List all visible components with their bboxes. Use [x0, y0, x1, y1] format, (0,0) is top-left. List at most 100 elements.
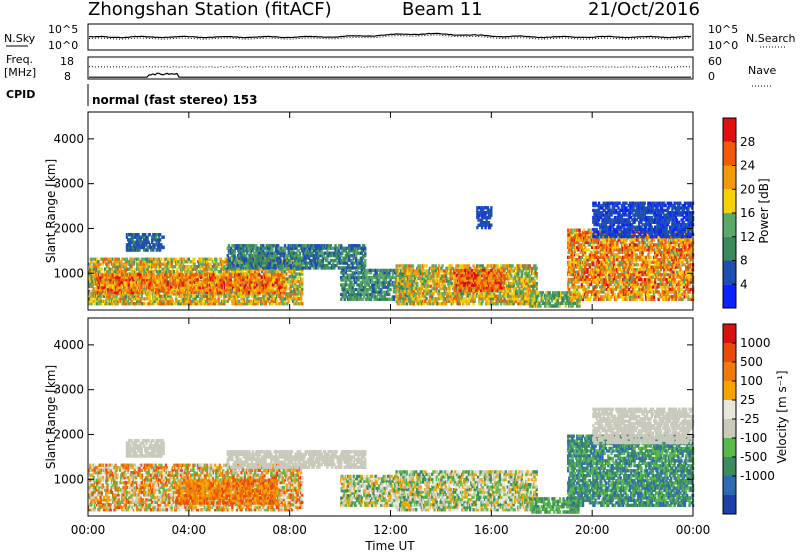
heatmap-cell	[173, 258, 175, 261]
heatmap-cell	[190, 295, 192, 298]
heatmap-cell	[227, 291, 229, 294]
heatmap-cell	[90, 258, 92, 261]
heatmap-cell	[149, 233, 151, 236]
heatmap-cell	[172, 291, 174, 294]
nave-tick-top: 60	[708, 55, 722, 68]
heatmap-cell	[384, 291, 386, 294]
heatmap-cell	[229, 257, 231, 260]
heatmap-cell	[393, 276, 395, 279]
heatmap-cell	[295, 244, 297, 247]
heatmap-cell	[297, 285, 299, 288]
heatmap-cell	[439, 302, 441, 305]
heatmap-cell	[389, 288, 391, 291]
heatmap-cell	[166, 273, 168, 276]
heatmap-cell	[163, 236, 165, 239]
heatmap-cell	[284, 283, 286, 286]
heatmap-cell	[425, 297, 427, 300]
heatmap-cell	[371, 269, 373, 272]
heatmap-cell	[284, 273, 286, 276]
heatmap-cell	[188, 258, 190, 261]
nsky-line	[89, 33, 691, 37]
heatmap-cell	[256, 276, 258, 279]
heatmap-cell	[169, 270, 171, 273]
heatmap-cell	[193, 258, 195, 261]
heatmap-cell	[173, 270, 175, 273]
heatmap-cell	[248, 291, 250, 294]
heatmap-cell	[196, 278, 198, 281]
heatmap-cell	[129, 273, 131, 276]
heatmap-cell	[132, 258, 134, 261]
heatmap-cell	[412, 264, 414, 267]
heatmap-cell	[106, 281, 108, 284]
nave-line	[89, 67, 692, 68]
heatmap-cell	[156, 233, 158, 236]
heatmap-cell	[119, 273, 121, 276]
heatmap-cell	[146, 246, 148, 249]
heatmap-cell	[215, 258, 217, 261]
heatmap-cell	[258, 247, 260, 250]
heatmap-cell	[386, 269, 388, 272]
heatmap-cell	[353, 261, 355, 264]
heatmap-cell	[223, 265, 225, 268]
heatmap-cell	[385, 286, 387, 289]
heatmap-cell	[184, 260, 186, 263]
heatmap-cell	[301, 277, 303, 280]
heatmap-cell	[305, 244, 307, 247]
freq-label: Freq.	[6, 53, 33, 66]
heatmap-cell	[222, 273, 224, 276]
nsearch-tick-top: 10^5	[708, 23, 738, 36]
heatmap-cell	[301, 302, 303, 305]
heatmap-cell	[228, 244, 230, 247]
freq-tick-bottom: 8	[64, 70, 71, 83]
heatmap-cell	[105, 273, 107, 276]
heatmap-cell	[381, 291, 383, 294]
heatmap-cell	[348, 264, 350, 267]
heatmap-cell	[328, 266, 330, 269]
date-title: 21/Oct/2016	[588, 0, 700, 20]
heatmap-cell	[176, 268, 178, 271]
heatmap-cell	[195, 291, 197, 294]
heatmap-cell	[201, 302, 203, 305]
nsky-label: N.Sky	[4, 32, 36, 45]
freq-unit-label: [MHz]	[4, 66, 36, 79]
nsearch-label: N.Search	[746, 32, 796, 45]
heatmap-cell	[246, 281, 248, 284]
heatmap-cell	[287, 244, 289, 247]
heatmap-cell	[195, 273, 197, 276]
heatmap-cell	[353, 266, 355, 269]
heatmap-cell	[417, 264, 419, 267]
freq-line	[89, 73, 691, 77]
heatmap-cell	[159, 233, 161, 236]
heatmap-cell	[450, 292, 452, 295]
heatmap-cell	[152, 270, 154, 273]
heatmap-cell	[447, 272, 449, 275]
heatmap-cell	[357, 252, 359, 255]
heatmap-cell	[384, 269, 386, 272]
heatmap-cell	[389, 298, 391, 301]
heatmap-cell	[105, 258, 107, 261]
heatmap-cell	[191, 273, 193, 276]
heatmap-cell	[169, 278, 171, 281]
heatmap-cell	[207, 288, 209, 291]
heatmap-cell	[200, 283, 202, 286]
heatmap-cell	[298, 297, 300, 300]
heatmap-cell	[307, 261, 309, 264]
heatmap-cell	[397, 264, 399, 267]
heatmap-cell	[407, 282, 409, 285]
heatmap-cell	[269, 278, 271, 281]
station-title: Zhongshan Station (fitACF)	[88, 0, 332, 20]
heatmap-cell	[151, 283, 153, 286]
heatmap-cell	[261, 276, 263, 279]
heatmap-cell	[231, 244, 233, 247]
heatmap-cell	[258, 273, 260, 276]
heatmap-cell	[349, 269, 351, 272]
heatmap-cell	[101, 268, 103, 271]
heatmap-cell	[148, 273, 150, 276]
heatmap-cell	[118, 258, 120, 261]
heatmap-cell	[340, 244, 342, 247]
power-heatmap	[88, 202, 694, 308]
nsearch-tick-bottom: 10^0	[708, 39, 738, 52]
heatmap-cell	[135, 273, 137, 276]
heatmap-cell	[284, 244, 286, 247]
